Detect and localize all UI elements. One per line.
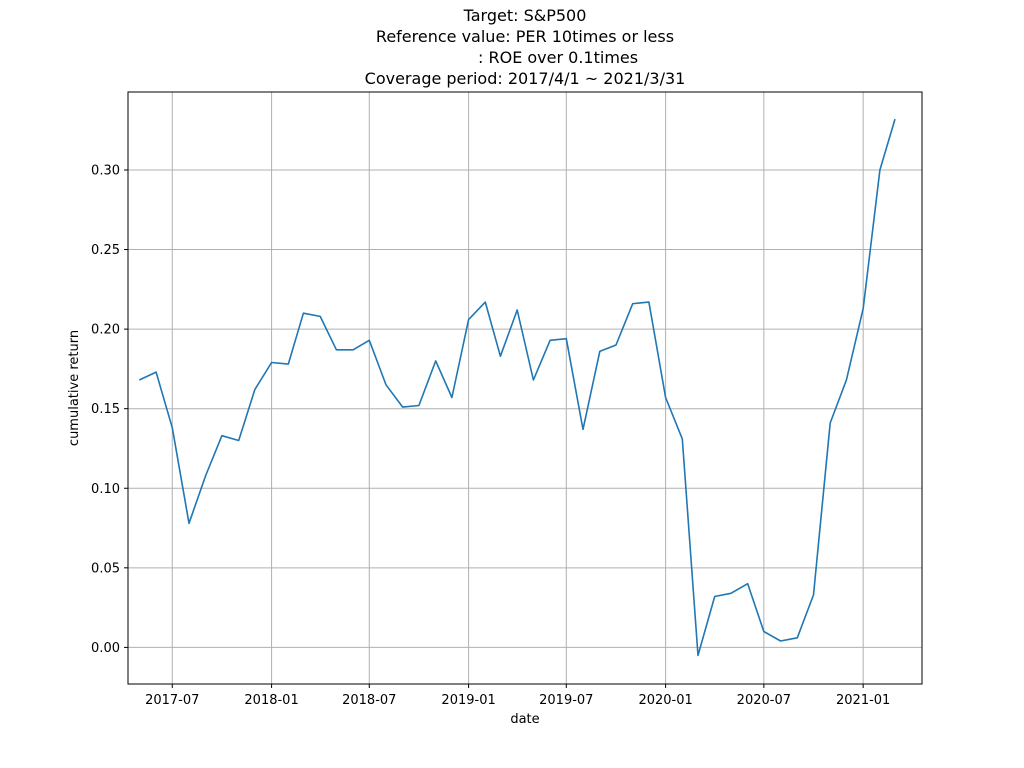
- x-tick-label: 2017-07: [145, 693, 199, 708]
- title-line-4: Coverage period: 2017/4/1 ~ 2021/3/31: [365, 69, 686, 88]
- chart-title: Target: S&P500 Reference value: PER 10ti…: [365, 6, 686, 88]
- x-axis: 2017-07 2018-01 2018-07 2019-01 2019-07 2020-…: [145, 684, 890, 708]
- y-tick-label: 0.30: [91, 163, 120, 178]
- series-line-0: [138, 118, 896, 657]
- y-tick-label: 0.25: [91, 243, 120, 258]
- x-tick-label: 2018-01: [244, 693, 298, 708]
- x-axis-label: date: [510, 712, 539, 727]
- y-tick-label: 0.00: [91, 641, 120, 656]
- y-tick-label: 0.10: [91, 482, 120, 497]
- title-line-2: Reference value: PER 10times or less: [376, 27, 674, 46]
- x-tick-label: 2018-07: [342, 693, 396, 708]
- y-axis: 0.00 0.05 0.10 0.15 0.20 0.25 0.30: [91, 163, 128, 656]
- x-tick-label: 2019-07: [539, 693, 593, 708]
- x-tick-label: 2019-01: [441, 693, 495, 708]
- series-group: [138, 118, 896, 657]
- x-tick-label: 2020-07: [737, 693, 791, 708]
- x-tick-label: 2020-01: [638, 693, 692, 708]
- plot-area-frame: [127, 91, 923, 685]
- grid: [128, 92, 922, 684]
- y-axis-label: cumulative return: [67, 330, 82, 446]
- y-tick-label: 0.05: [91, 561, 120, 576]
- y-tick-label: 0.15: [91, 402, 120, 417]
- title-line-3: : ROE over 0.1times: [412, 48, 638, 67]
- title-line-1: Target: S&P500: [463, 6, 587, 25]
- x-tick-label: 2021-01: [836, 693, 890, 708]
- y-tick-label: 0.20: [91, 323, 120, 338]
